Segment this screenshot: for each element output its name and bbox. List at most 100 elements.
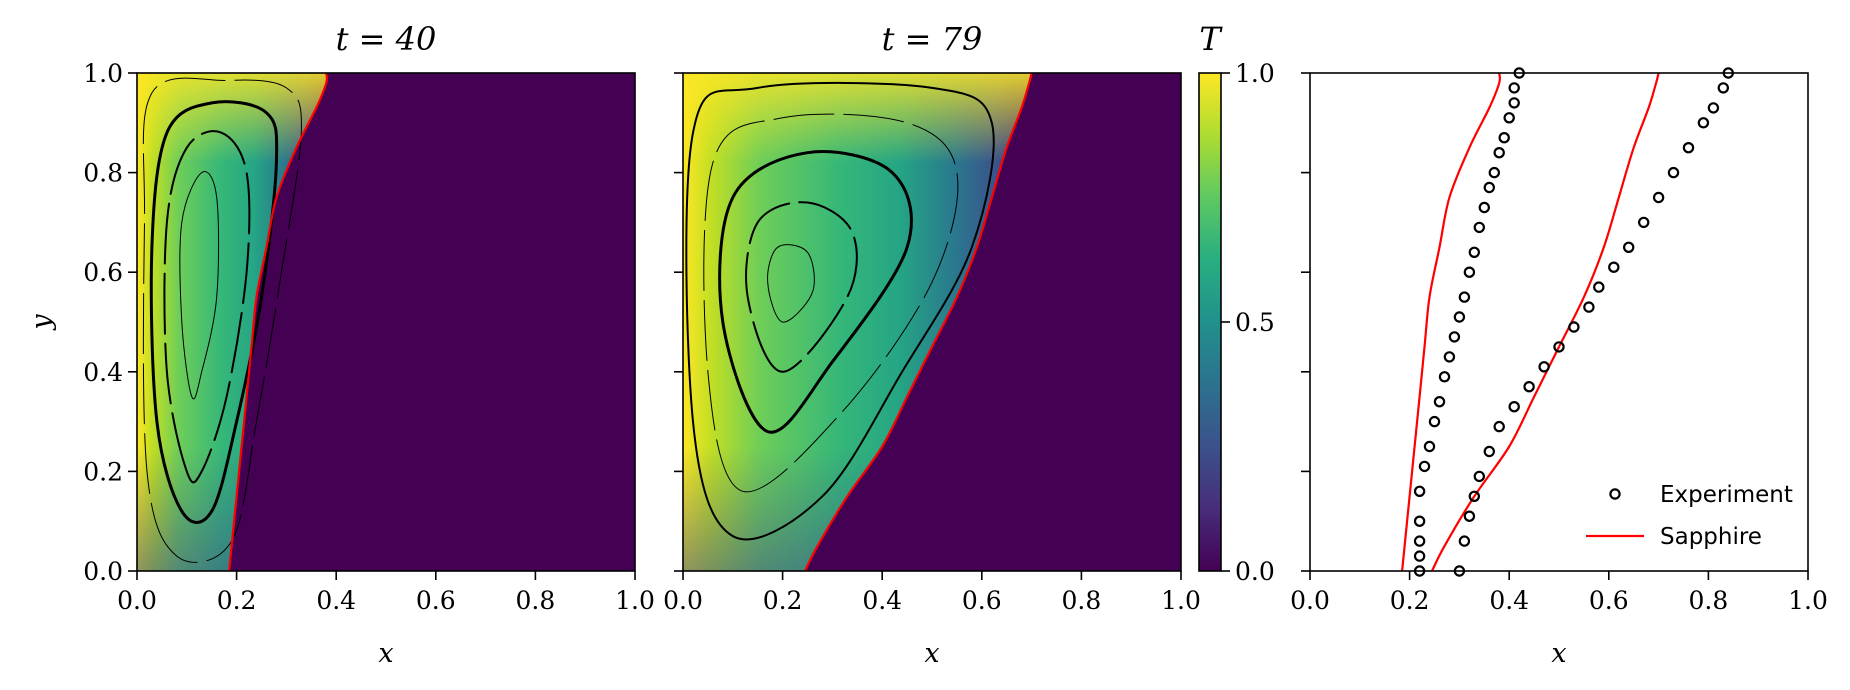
streamline: [685, 81, 995, 541]
legend-experiment-label: Experiment: [1660, 482, 1793, 508]
experiment-point: [1443, 351, 1456, 363]
experiment-point: [1413, 485, 1426, 497]
streamline: [745, 201, 858, 373]
experiment-point: [1622, 241, 1635, 253]
experiment-point: [1667, 166, 1680, 179]
experiment-point: [1682, 141, 1695, 154]
x-axis-label: x: [378, 638, 393, 669]
experiment-point: [1493, 420, 1505, 433]
panel-3-ticks: 0.0 0.2 0.4 0.6 0.8 1.0: [1290, 72, 1828, 615]
x-tick-label: 0.6: [1589, 586, 1629, 615]
experiment-point: [1593, 281, 1605, 293]
experiment-point: [1478, 201, 1491, 214]
plot-area: [1401, 73, 1660, 571]
axes-frame: [136, 72, 636, 572]
x-tick-label: 0.6: [962, 586, 1002, 615]
experiment-point: [1458, 291, 1471, 303]
experiment-point: [1568, 321, 1580, 333]
experiment-point: [1463, 510, 1476, 522]
colorbar-tick-label: 0.0: [1235, 557, 1275, 586]
panel-title: t = 79: [882, 20, 983, 58]
colorbar-gradient: [1198, 72, 1222, 572]
legend: Experiment Sapphire: [1586, 482, 1793, 550]
sapphire-line-2: [1431, 73, 1660, 571]
x-tick-label: 1.0: [1161, 586, 1201, 615]
panel-title: t = 40: [336, 20, 437, 58]
streamlines: [142, 77, 302, 563]
axes-frame: [682, 72, 1182, 572]
experiment-point: [1413, 535, 1426, 547]
y-tick-label: 0.2: [83, 457, 123, 486]
experiment-point: [1717, 82, 1730, 94]
experiment-point: [1413, 515, 1426, 527]
x-axis-label: x: [924, 638, 939, 669]
colorbar-tick-label: 1.0: [1235, 59, 1275, 88]
y-tick-label: 0.8: [83, 159, 123, 188]
sapphire-line-1: [1401, 73, 1502, 571]
streamlines: [685, 81, 995, 541]
axes-frame: [1309, 72, 1809, 572]
experiment-point: [1483, 181, 1496, 194]
experiment-point: [1473, 221, 1486, 234]
panel-2-ticks: 0.0 0.2 0.4 0.6 0.8 1.0: [663, 72, 1201, 615]
streamline: [767, 244, 815, 323]
x-tick-label: 0.0: [117, 586, 157, 615]
y-tick-label: 1.0: [83, 59, 123, 88]
x-tick-label: 1.0: [615, 586, 655, 615]
experiment-point: [1608, 261, 1620, 273]
experiment-point: [1448, 331, 1461, 343]
x-tick-label: 0.4: [316, 586, 356, 615]
experiment-point: [1697, 117, 1710, 129]
experiment-point: [1458, 535, 1471, 547]
experiment-point: [1488, 166, 1501, 179]
experiment-point: [1468, 490, 1481, 502]
streamline: [718, 150, 913, 434]
experiment-point: [1413, 550, 1426, 562]
colorbar-tick-label: 0.5: [1235, 308, 1275, 337]
x-tick-label: 0.8: [1062, 586, 1102, 615]
melt-region-shading: [683, 73, 1032, 571]
y-axis-label: y: [26, 314, 57, 331]
melt-front-line: [228, 73, 329, 571]
experiment-point: [1468, 246, 1481, 258]
panel-2: t = 79 x: [682, 20, 1182, 669]
streamline: [149, 100, 279, 524]
experiment-point: [1508, 401, 1520, 413]
experiment-point: [1438, 371, 1451, 383]
x-axis-label: x: [1551, 638, 1566, 669]
experiment-point: [1652, 191, 1665, 204]
experiment-point: [1538, 361, 1550, 373]
x-tick-label: 0.0: [663, 586, 703, 615]
streamline: [179, 171, 220, 400]
streamline: [703, 113, 959, 493]
experiment-point: [1498, 131, 1510, 144]
x-tick-label: 0.0: [1290, 586, 1330, 615]
experiment-point: [1493, 146, 1505, 159]
x-tick-label: 0.2: [1390, 586, 1430, 615]
x-tick-label: 0.8: [1689, 586, 1729, 615]
colorbar-title: T: [1199, 20, 1223, 58]
experiment-point: [1503, 112, 1515, 124]
x-tick-label: 0.4: [1489, 586, 1529, 615]
y-tick-label: 0.0: [83, 557, 123, 586]
colorbar: 0.0 0.5 1.0 T: [1198, 20, 1275, 586]
x-tick-label: 0.8: [516, 586, 556, 615]
experiment-point: [1583, 301, 1595, 313]
experiment-point: [1523, 381, 1535, 393]
x-tick-label: 0.4: [862, 586, 902, 615]
melt-front-line: [804, 73, 1033, 571]
experiment-point: [1637, 216, 1650, 229]
y-tick-label: 0.6: [83, 258, 123, 287]
legend-experiment-marker: [1609, 488, 1621, 500]
experiment-point: [1453, 311, 1466, 323]
experiment-point: [1428, 415, 1441, 428]
temperature-field: [137, 73, 635, 571]
y-tick-label: 0.4: [83, 358, 123, 387]
x-tick-label: 0.2: [763, 586, 803, 615]
panel-1-ticks: 0.0 0.2 0.4 0.6 0.8 1.0 0.0 0.2 0.4 0.6 0.8 1.0: [83, 59, 655, 615]
x-tick-label: 1.0: [1788, 586, 1828, 615]
panel-3: x Experiment Sapphire: [1309, 67, 1809, 669]
streamline: [142, 77, 302, 563]
experiment-point: [1553, 341, 1565, 353]
